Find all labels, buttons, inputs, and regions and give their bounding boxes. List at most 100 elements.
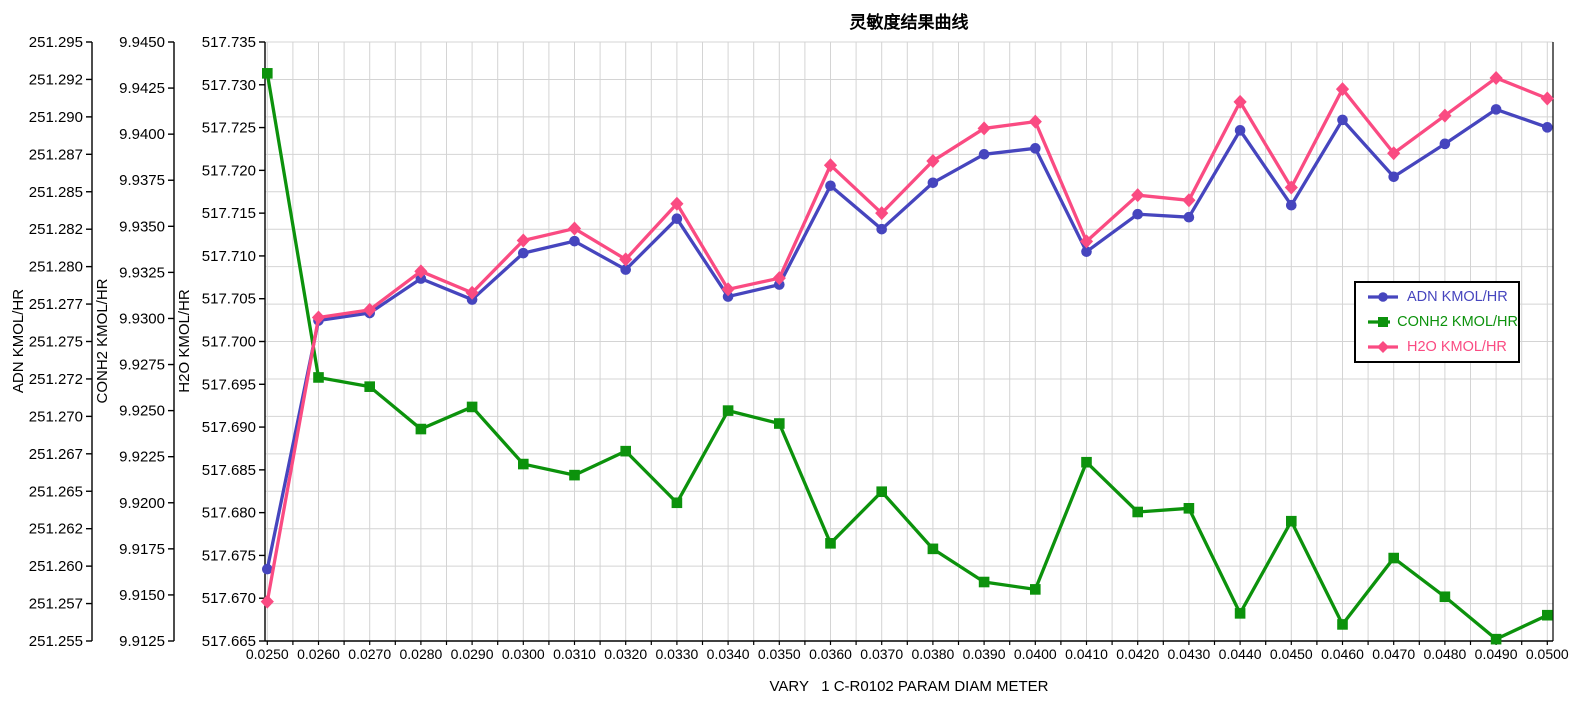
y-tick-label: 517.710 (202, 248, 256, 265)
conh2-marker (927, 543, 939, 555)
y-tick-label: 9.9200 (119, 495, 165, 512)
h2o-marker (1489, 70, 1503, 85)
h2o-marker (772, 271, 786, 286)
h2o-marker (1335, 82, 1350, 97)
conh2-marker (671, 497, 683, 509)
legend-square-icon (1368, 317, 1391, 327)
h2o-marker (1540, 91, 1554, 106)
conh2-marker (1234, 608, 1246, 619)
y-tick-label: 9.9450 (119, 34, 165, 51)
conh2-marker (1439, 591, 1451, 603)
chart-title: 灵敏度结果曲线 (849, 13, 969, 32)
conh2-marker (1132, 506, 1143, 518)
h2o-marker (1438, 108, 1452, 123)
x-tick-label: 0.0470 (1372, 646, 1415, 662)
y-tick-label: 251.285 (29, 184, 83, 201)
h2o-marker (1182, 193, 1196, 208)
y-tick-label: 517.675 (202, 547, 256, 564)
adn-marker (569, 235, 580, 247)
h2o-marker (1387, 146, 1401, 161)
adn-marker (1542, 122, 1553, 133)
legend-label-adn: ADN KMOL/HR (1407, 289, 1508, 305)
conh2-line (265, 73, 1548, 641)
x-tick-label: 0.0340 (707, 646, 750, 662)
y-tick-label: 251.265 (29, 483, 83, 500)
y-tick-label: 517.690 (202, 419, 256, 436)
conh2-marker (415, 423, 427, 435)
legend-diamond-icon (1368, 341, 1398, 353)
y-tick-label: 251.295 (29, 34, 83, 51)
legend-item-adn: ADN KMOL/HR (1366, 286, 1518, 308)
y-tick-label: 517.720 (202, 162, 256, 179)
adn-marker (1490, 104, 1502, 115)
x-tick-label: 0.0280 (399, 646, 442, 662)
y-tick-label: 517.730 (202, 77, 256, 94)
adn-marker (620, 264, 631, 275)
y-tick-label: 9.9150 (119, 587, 165, 604)
x-tick-label: 0.0430 (1167, 646, 1210, 662)
h2o-marker (311, 310, 326, 325)
y-tick-label: 9.9400 (119, 126, 165, 143)
y-tick-label: 9.9325 (119, 264, 165, 281)
y-tick-label: 517.670 (202, 590, 256, 607)
h2o-marker (363, 302, 377, 317)
adn-line (265, 107, 1548, 570)
conh2-marker (569, 469, 580, 481)
conh2-marker (1337, 619, 1348, 630)
legend-label-conh2: CONH2 KMOL/HR (1397, 314, 1518, 330)
x-tick-label: 0.0500 (1526, 646, 1569, 662)
x-tick-label: 0.0440 (1219, 646, 1262, 662)
adn-marker (1183, 211, 1195, 223)
h2o-marker (516, 233, 530, 248)
x-tick-label: 0.0250 (246, 646, 289, 662)
adn-marker (1081, 246, 1092, 257)
y-tick-label: 9.9275 (119, 357, 165, 374)
x-tick-label: 0.0480 (1423, 646, 1466, 662)
x-tick-label: 0.0370 (860, 646, 903, 662)
conh2-marker (313, 372, 324, 383)
conh2-marker (1183, 502, 1195, 514)
y-tick-label: 517.725 (202, 120, 256, 137)
adn-marker (1286, 199, 1297, 211)
conh2-marker (364, 381, 375, 392)
x-tick-label: 0.0310 (553, 646, 596, 662)
y-tick-label: 517.665 (202, 633, 256, 650)
adn-marker (978, 149, 990, 160)
adn-marker (876, 223, 887, 235)
h2o-marker (619, 252, 633, 267)
conh2-marker (262, 68, 273, 79)
h2o-marker (260, 594, 274, 609)
adn-marker (825, 180, 836, 192)
y-tick-label: 251.282 (29, 221, 83, 238)
h2o-marker (926, 153, 940, 168)
adn-marker (262, 563, 273, 575)
x-tick-label: 0.0300 (502, 646, 545, 662)
adn-marker (1337, 114, 1348, 126)
h2o-marker (721, 282, 735, 297)
h2o-marker (977, 121, 991, 136)
x-tick-label: 0.0460 (1321, 646, 1364, 662)
x-tick-label: 0.0400 (1014, 646, 1057, 662)
h2o-marker (823, 158, 838, 173)
legend-item-conh2: CONH2 KMOL/HR (1366, 311, 1518, 333)
y-tick-label: 251.290 (29, 109, 83, 126)
conh2-marker (1030, 584, 1041, 595)
conh2-marker (1542, 609, 1553, 621)
h2o-marker (875, 206, 889, 221)
legend-label-h2o: H2O KMOL/HR (1407, 339, 1507, 355)
adn-marker (927, 177, 939, 189)
y-tick-label: 517.715 (202, 205, 256, 222)
y-tick-label: 251.275 (29, 334, 83, 351)
h2o-marker (1284, 180, 1298, 195)
conh2-marker (518, 458, 529, 470)
y-tick-label: 517.700 (202, 334, 256, 351)
y-tick-label: 251.262 (29, 521, 83, 538)
conh2-marker (876, 486, 887, 498)
adn-marker (1439, 138, 1451, 150)
h2o-marker (465, 285, 479, 300)
h2o-marker (414, 264, 428, 279)
y-tick-label: 251.255 (29, 633, 83, 650)
y-tick-label: 517.685 (202, 462, 256, 479)
